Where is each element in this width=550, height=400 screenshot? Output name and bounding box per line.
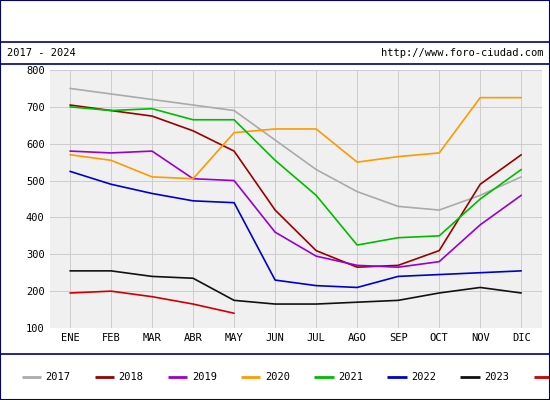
Text: 2018: 2018 <box>119 372 144 382</box>
Text: 2020: 2020 <box>265 372 290 382</box>
Text: 2022: 2022 <box>411 372 436 382</box>
Text: 2017 - 2024: 2017 - 2024 <box>7 48 75 58</box>
Text: 2019: 2019 <box>192 372 217 382</box>
Text: Evolucion del paro registrado en Santanyí: Evolucion del paro registrado en Santany… <box>70 12 480 30</box>
Text: http://www.foro-ciudad.com: http://www.foro-ciudad.com <box>381 48 543 58</box>
Text: 2017: 2017 <box>46 372 70 382</box>
Text: 2023: 2023 <box>484 372 509 382</box>
Text: 2021: 2021 <box>338 372 363 382</box>
